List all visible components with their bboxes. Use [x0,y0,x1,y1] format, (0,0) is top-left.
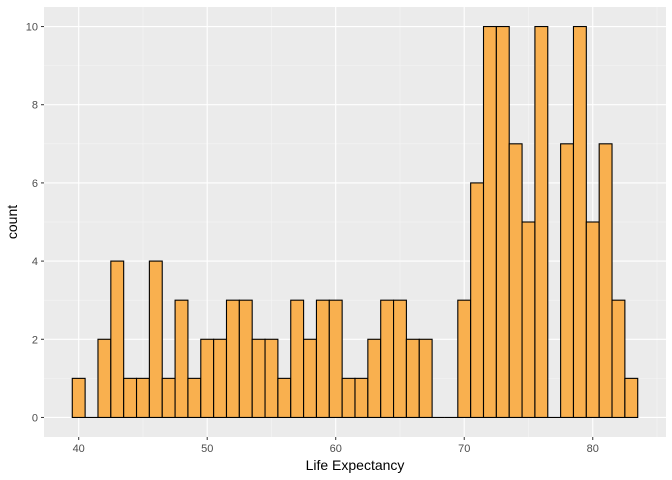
x-axis-title: Life Expectancy [306,457,405,473]
histogram-bar [238,299,253,419]
histogram-bar [393,299,407,419]
x-axis-ticks: 40 50 60 70 80 [73,437,599,455]
histogram-bar [354,377,369,419]
histogram-bar [495,25,510,419]
histogram-bar [572,25,587,419]
histogram-bar [341,377,356,419]
x-tick-label: 70 [458,443,470,455]
histogram-bar [534,25,549,419]
y-tick-label: 10 [26,22,38,34]
histogram-bar [110,260,125,419]
histogram-bar [290,299,305,419]
histogram-bar [624,377,639,419]
histogram-bar [225,299,240,419]
histogram-bar [328,299,343,419]
histogram-bar [264,338,279,419]
histogram-bar [405,338,420,419]
histogram-bar [508,143,523,419]
histogram-bar [303,338,317,419]
histogram-bar [315,299,330,419]
histogram-bar [200,338,215,419]
x-tick-label: 80 [587,443,599,455]
x-tick-label: 40 [73,443,85,455]
x-tick-label: 60 [330,443,342,455]
x-tick-label: 50 [201,443,213,455]
histogram-bar [148,260,163,419]
histogram-bar [521,221,536,419]
y-tick-label: 2 [32,334,38,346]
y-tick-label: 4 [32,256,38,268]
histogram-bar [611,299,626,419]
histogram-bar [380,299,395,419]
histogram-bar [135,377,150,419]
histogram-bar [187,377,202,419]
histogram-bar [71,377,86,419]
histogram-bar [213,338,228,419]
histogram-bar [251,338,266,419]
histogram-bar [418,338,433,419]
y-tick-label: 0 [32,412,38,424]
histogram-bar [277,377,292,419]
histogram-bars [71,25,639,419]
y-axis-ticks: 0 2 4 6 8 10 [26,22,44,424]
histogram-bar [482,25,497,419]
histogram-bar [367,338,382,419]
histogram-bar [161,377,176,419]
histogram-bar [174,299,189,419]
histogram-bar [470,182,485,419]
histogram-bar [123,377,138,419]
histogram-bar [585,221,600,419]
histogram-bar [560,143,575,419]
histogram-bar [97,338,112,419]
histogram-bar [598,143,613,419]
y-axis-title: count [4,205,20,239]
y-tick-label: 6 [32,178,38,190]
histogram-bar [457,299,472,419]
y-tick-label: 8 [32,100,38,112]
